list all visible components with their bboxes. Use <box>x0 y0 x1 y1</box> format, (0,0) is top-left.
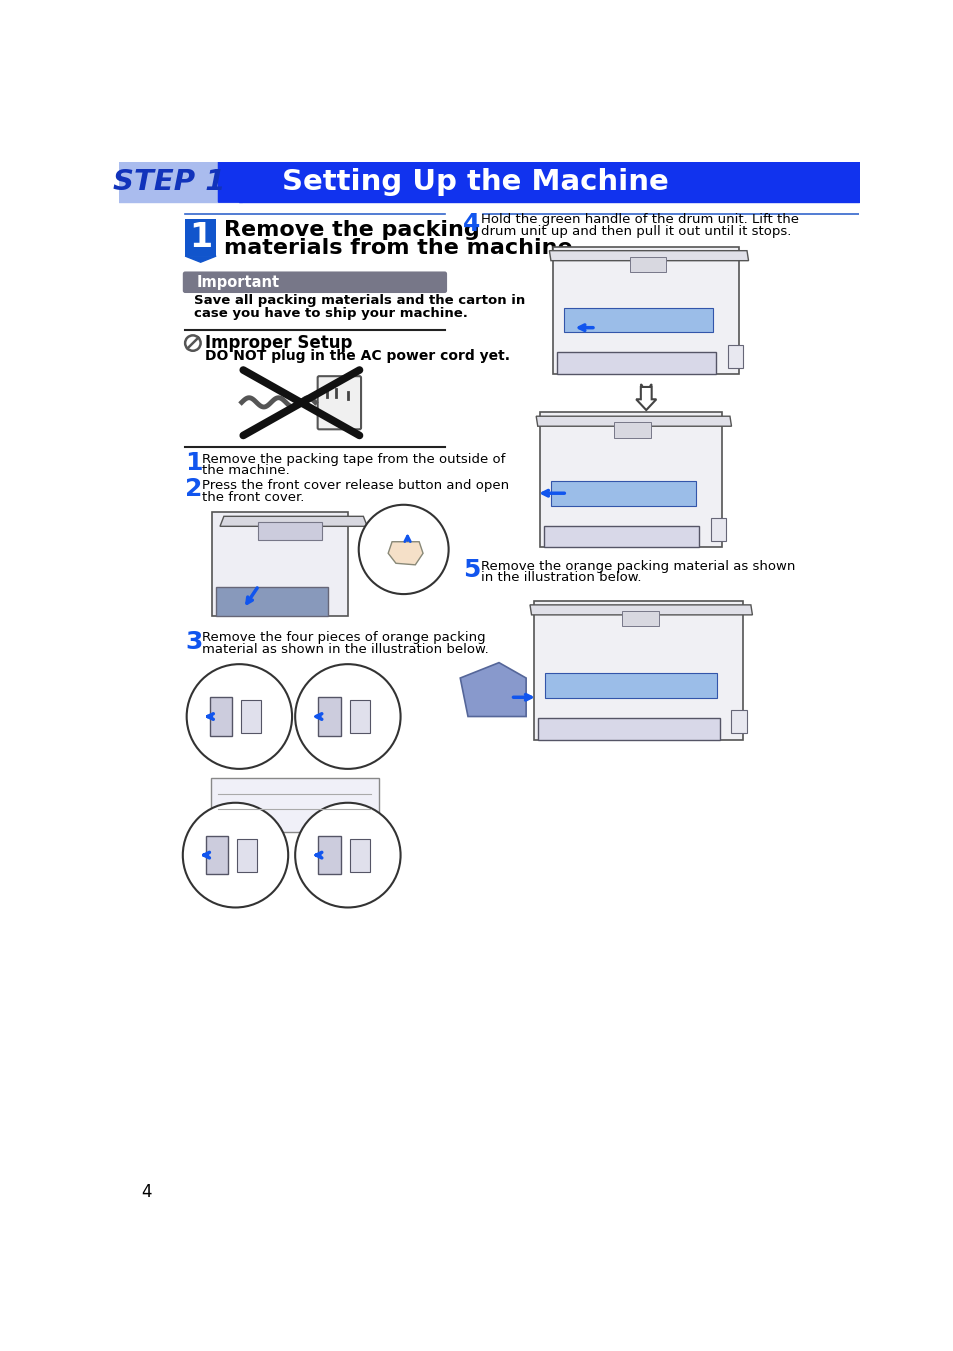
Text: Improper Setup: Improper Setup <box>205 334 353 353</box>
Text: case you have to ship your machine.: case you have to ship your machine. <box>194 307 468 320</box>
FancyBboxPatch shape <box>317 836 340 874</box>
Text: Save all packing materials and the carton in: Save all packing materials and the carto… <box>194 295 525 307</box>
FancyBboxPatch shape <box>183 272 447 293</box>
Text: material as shown in the illustration below.: material as shown in the illustration be… <box>202 643 488 657</box>
FancyBboxPatch shape <box>553 247 739 374</box>
Text: the front cover.: the front cover. <box>202 490 304 504</box>
FancyBboxPatch shape <box>614 423 650 438</box>
Polygon shape <box>220 516 367 527</box>
Text: Press the front cover release button and open: Press the front cover release button and… <box>202 480 509 492</box>
FancyBboxPatch shape <box>550 481 695 505</box>
FancyBboxPatch shape <box>211 778 378 832</box>
FancyBboxPatch shape <box>350 700 370 734</box>
Text: 1: 1 <box>189 222 212 254</box>
FancyBboxPatch shape <box>241 700 261 734</box>
Polygon shape <box>530 605 752 615</box>
Text: in the illustration below.: in the illustration below. <box>480 571 641 585</box>
Text: Setting Up the Machine: Setting Up the Machine <box>282 168 668 196</box>
FancyBboxPatch shape <box>350 839 370 871</box>
FancyBboxPatch shape <box>629 257 666 273</box>
Text: 2: 2 <box>185 477 202 501</box>
Text: drum unit up and then pull it out until it stops.: drum unit up and then pull it out until … <box>480 224 791 238</box>
FancyBboxPatch shape <box>317 376 360 430</box>
Polygon shape <box>388 542 422 565</box>
Text: Remove the packing tape from the outside of: Remove the packing tape from the outside… <box>202 453 505 466</box>
FancyBboxPatch shape <box>727 345 742 367</box>
FancyBboxPatch shape <box>731 711 746 734</box>
Text: 4: 4 <box>141 1183 152 1201</box>
Polygon shape <box>185 257 216 262</box>
Text: 3: 3 <box>185 630 202 654</box>
FancyBboxPatch shape <box>537 719 720 739</box>
Text: DO NOT plug in the AC power cord yet.: DO NOT plug in the AC power cord yet. <box>205 349 510 363</box>
FancyBboxPatch shape <box>621 611 658 627</box>
FancyBboxPatch shape <box>317 697 340 735</box>
Circle shape <box>294 665 400 769</box>
Circle shape <box>187 665 292 769</box>
Text: STEP 1: STEP 1 <box>112 168 225 196</box>
Polygon shape <box>536 416 731 426</box>
FancyBboxPatch shape <box>206 836 228 874</box>
Text: the machine.: the machine. <box>202 465 290 477</box>
Text: Remove the packing: Remove the packing <box>224 220 479 240</box>
FancyBboxPatch shape <box>210 697 232 735</box>
Text: 4: 4 <box>462 212 479 235</box>
Polygon shape <box>459 662 525 716</box>
Circle shape <box>294 802 400 908</box>
FancyBboxPatch shape <box>237 839 257 871</box>
FancyBboxPatch shape <box>185 219 216 257</box>
Text: materials from the machine: materials from the machine <box>224 238 572 258</box>
Text: 1: 1 <box>185 451 202 476</box>
Text: Remove the orange packing material as shown: Remove the orange packing material as sh… <box>480 559 795 573</box>
Text: Hold the green handle of the drum unit. Lift the: Hold the green handle of the drum unit. … <box>480 213 799 227</box>
FancyBboxPatch shape <box>544 673 716 698</box>
Circle shape <box>358 505 448 594</box>
FancyBboxPatch shape <box>212 512 348 616</box>
FancyBboxPatch shape <box>543 526 699 547</box>
FancyArrow shape <box>636 386 656 411</box>
FancyBboxPatch shape <box>534 601 742 739</box>
Polygon shape <box>218 162 262 203</box>
FancyBboxPatch shape <box>557 353 716 374</box>
FancyBboxPatch shape <box>710 517 725 540</box>
FancyBboxPatch shape <box>563 308 712 332</box>
FancyBboxPatch shape <box>539 412 721 547</box>
Text: Important: Important <box>196 274 279 289</box>
Text: Remove the four pieces of orange packing: Remove the four pieces of orange packing <box>202 631 485 644</box>
FancyBboxPatch shape <box>257 521 321 540</box>
FancyBboxPatch shape <box>216 588 328 616</box>
Text: 5: 5 <box>462 558 479 582</box>
Circle shape <box>183 802 288 908</box>
Polygon shape <box>549 251 748 261</box>
